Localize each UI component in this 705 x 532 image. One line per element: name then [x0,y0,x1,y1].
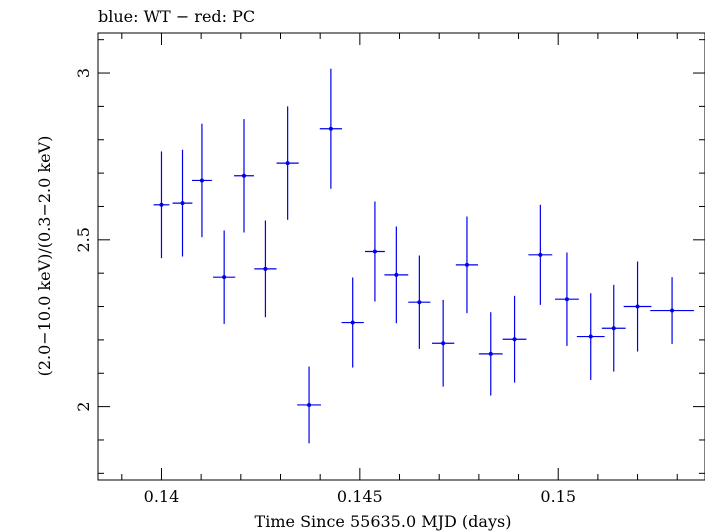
point-marker [199,178,204,183]
data-point [576,293,605,380]
data-point [365,201,385,302]
data-point [234,119,254,233]
data-point [319,68,342,189]
data-point [555,252,579,346]
point-marker [611,326,616,331]
data-point [297,366,321,444]
data-point [276,106,299,220]
point-marker [372,249,377,254]
point-marker [488,351,493,356]
data-point [455,216,479,314]
point-marker [670,308,675,313]
x-tick-label: 0.145 [337,487,383,506]
plot-frame [97,32,705,481]
data-point [192,123,212,238]
point-marker [538,252,543,257]
data-point [601,284,626,372]
point-marker [263,266,268,271]
point-marker [350,320,355,325]
point-marker [564,297,569,302]
point-marker [394,272,399,277]
axis-ticks [98,33,705,480]
point-marker [180,201,185,206]
data-point [432,299,455,387]
point-marker [441,341,446,346]
data-point [478,312,503,396]
data-point [172,149,193,257]
y-tick-label: 2 [74,402,93,412]
point-marker [241,173,246,178]
data-point [650,277,694,344]
point-marker [635,304,640,309]
point-marker [512,337,517,342]
data-point [254,220,277,318]
axis-tick-labels: 0.14 0.145 0.15 2 2.5 3 [74,68,576,506]
data-point [213,230,236,324]
data-point [384,226,409,324]
data-point [341,277,364,368]
chart-title: blue: WT − red: PC [98,7,255,26]
point-marker [328,126,333,131]
data-point [528,204,553,305]
point-marker [588,334,593,339]
data-point [408,255,431,349]
data-point [502,295,527,383]
point-marker [417,300,422,305]
point-marker [285,161,290,166]
data-point [623,261,652,352]
data-point [153,151,170,259]
x-tick-label: 0.14 [144,487,180,506]
y-tick-label: 2.5 [74,227,93,252]
x-axis-label: Time Since 55635.0 MJD (days) [255,512,512,531]
point-marker [222,275,227,280]
y-axis-label: (2.0−10.0 keV)/(0.3−2.0 keV) [35,136,54,377]
point-marker [159,202,164,207]
data-points [153,68,694,444]
y-tick-label: 3 [74,68,93,78]
x-tick-label: 0.15 [540,487,576,506]
point-marker [464,262,469,267]
point-marker [307,402,312,407]
